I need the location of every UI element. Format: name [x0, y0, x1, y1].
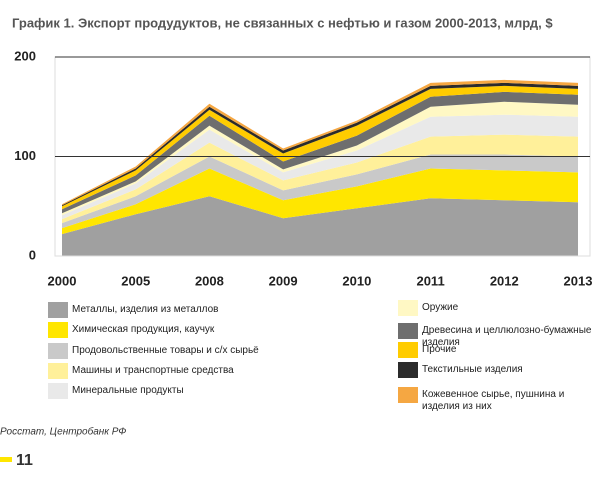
legend-swatch: [398, 362, 418, 378]
x-tick-label: 2000: [48, 273, 77, 288]
area: [62, 85, 578, 210]
legend-swatch: [48, 322, 68, 338]
x-tick-label: 2008: [195, 273, 224, 288]
legend-label: Кожевенное сырье, пушнина и изделия из н…: [422, 389, 565, 412]
y-tick-label: 100: [14, 148, 36, 163]
area: [62, 154, 578, 229]
area: [62, 79, 578, 206]
chart-title: График 1. Экспорт продудуктов, не связан…: [12, 15, 553, 30]
source: Росстат, Центробанк РФ: [0, 426, 126, 438]
area: [62, 91, 578, 214]
x-tick-label: 2009: [269, 273, 298, 288]
legend-label: Древесина и целлюлозно-бумажные изделия: [422, 325, 592, 348]
legend-label: Металлы, изделия из металлов: [72, 304, 219, 315]
areas: [62, 79, 578, 256]
legend-swatch: [48, 383, 68, 399]
area: [62, 82, 578, 207]
legend-label: Текстильные изделия: [422, 364, 523, 375]
y-tick-label: 200: [14, 48, 36, 63]
x-tick-label: 2012: [490, 273, 519, 288]
x-tick-label: 2011: [416, 273, 444, 288]
legend-swatch: [48, 343, 68, 359]
area: [62, 101, 578, 216]
legend-label: Прочие: [422, 344, 457, 355]
area: [62, 168, 578, 235]
legend-label: Оружие: [422, 302, 459, 313]
legend-swatch: [398, 387, 418, 403]
x-tick-label: 2010: [342, 273, 371, 288]
area: [62, 196, 578, 256]
y-tick-label: 0: [29, 247, 36, 262]
page-marker: [0, 457, 12, 462]
x-tick-label: 2005: [121, 273, 150, 288]
area: [62, 114, 578, 220]
x-tick-label: 2013: [564, 273, 593, 288]
legend-label: Минеральные продукты: [72, 385, 184, 396]
legend-label: Химическая продукция, каучук: [72, 324, 215, 335]
legend-swatch: [48, 363, 68, 379]
legend-swatch: [398, 342, 418, 358]
legend-swatch: [398, 323, 418, 339]
page-number: 11: [16, 452, 33, 469]
legend-swatch: [398, 300, 418, 316]
legend-label: Машины и транспортные средства: [72, 365, 234, 376]
legend-label: Продовольственные товары и с/х сырьё: [72, 345, 259, 356]
legend-swatch: [48, 302, 68, 318]
